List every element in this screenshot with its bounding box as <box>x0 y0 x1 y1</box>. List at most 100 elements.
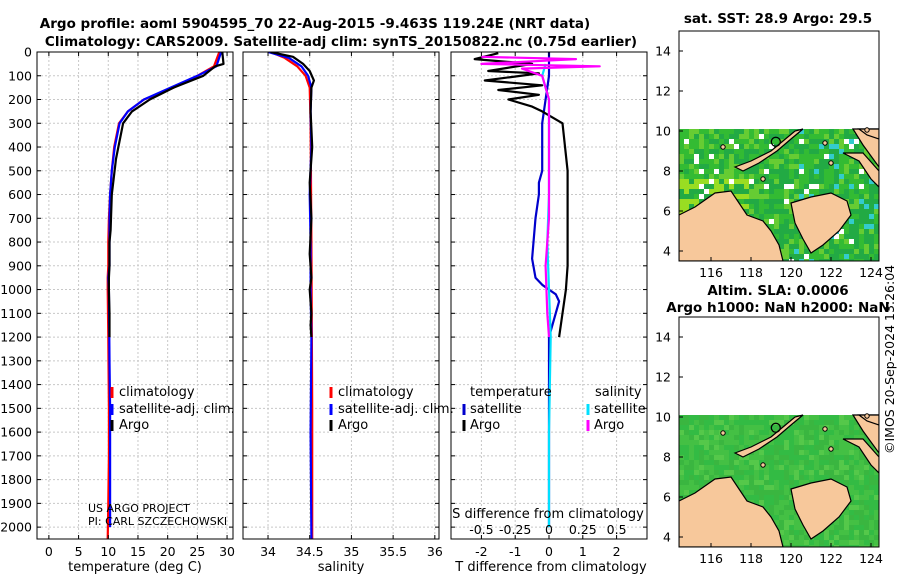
data-cell <box>859 194 865 200</box>
data-cell <box>794 545 800 547</box>
data-cell <box>799 154 805 160</box>
data-cell <box>874 239 879 245</box>
data-cell <box>684 440 690 446</box>
data-cell <box>864 435 870 441</box>
y-tick-label: 1900 <box>0 496 32 511</box>
data-cell <box>729 445 735 451</box>
argo-position-marker <box>770 136 781 147</box>
figure-subtitle: Climatology: CARS2009. Satellite-adj cli… <box>45 34 637 50</box>
data-cell <box>799 430 805 436</box>
data-cell <box>834 174 840 180</box>
data-cell <box>684 435 690 441</box>
data-cell <box>739 144 745 150</box>
data-cell <box>794 450 800 456</box>
x-tick-label: 35 <box>343 544 359 559</box>
data-cell <box>724 470 730 476</box>
data-cell <box>839 184 845 190</box>
data-cell <box>709 445 715 451</box>
data-cell <box>714 445 720 451</box>
data-cell <box>709 455 715 461</box>
data-cell <box>839 460 845 466</box>
data-cell <box>779 440 785 446</box>
data-cell <box>784 174 790 180</box>
data-cell <box>794 460 800 466</box>
data-cell <box>789 149 795 155</box>
data-cell <box>854 134 860 140</box>
legend-s-satellite-label: satellite <box>594 402 646 417</box>
data-cell <box>804 475 810 481</box>
data-cell <box>679 199 685 205</box>
data-cell <box>694 455 700 461</box>
data-cell <box>789 470 795 476</box>
data-cell <box>839 169 845 175</box>
data-cell <box>754 184 760 190</box>
data-cell <box>769 194 775 200</box>
data-cell <box>679 470 685 476</box>
data-cell <box>814 164 820 170</box>
data-cell <box>859 184 865 190</box>
data-cell <box>844 154 850 160</box>
data-cell <box>814 470 820 476</box>
data-cell <box>769 500 775 506</box>
data-cell <box>824 174 830 180</box>
project-annotation: US ARGO PROJECT <box>88 502 190 515</box>
data-cell <box>694 480 700 486</box>
y-tick-label: 2000 <box>0 520 32 535</box>
data-cell <box>789 430 795 436</box>
data-cell <box>779 480 785 486</box>
data-cell <box>694 420 700 426</box>
data-cell <box>834 234 840 240</box>
data-cell <box>824 244 830 250</box>
data-cell <box>864 530 870 536</box>
data-cell <box>714 174 720 180</box>
data-cell <box>854 234 860 240</box>
data-cell <box>709 134 715 140</box>
data-cell <box>679 174 685 180</box>
data-cell <box>689 179 695 185</box>
land-polygon <box>679 476 784 547</box>
data-cell <box>829 259 835 261</box>
sst-map-content <box>679 31 879 261</box>
data-cell <box>684 460 690 466</box>
data-cell <box>709 450 715 456</box>
data-cell <box>754 134 760 140</box>
data-cell <box>854 495 860 501</box>
data-cell <box>689 199 695 205</box>
data-cell <box>819 460 825 466</box>
data-cell <box>829 435 835 441</box>
island <box>720 144 726 150</box>
data-cell <box>719 184 725 190</box>
data-cell <box>834 139 840 145</box>
data-cell <box>804 425 810 431</box>
data-cell <box>849 515 855 521</box>
data-cell <box>709 164 715 170</box>
data-cell <box>744 154 750 160</box>
data-cell <box>784 154 790 160</box>
data-cell <box>729 465 735 471</box>
data-cell <box>774 129 780 135</box>
data-cell <box>729 129 735 135</box>
data-cell <box>724 455 730 461</box>
data-cell <box>844 189 850 195</box>
data-cell <box>699 460 705 466</box>
data-cell <box>784 129 790 135</box>
data-cell <box>854 490 860 496</box>
data-cell <box>849 144 855 150</box>
data-cell <box>699 425 705 431</box>
y-tick-label: 0 <box>24 45 32 60</box>
difference-lines <box>473 52 601 528</box>
data-cell <box>704 154 710 160</box>
data-cell <box>854 169 860 175</box>
data-cell <box>774 229 780 235</box>
data-cell <box>794 134 800 140</box>
data-cell <box>804 465 810 471</box>
y-tick-label: 100 <box>8 68 32 83</box>
data-cell <box>804 144 810 150</box>
data-cell <box>844 465 850 471</box>
data-cell <box>744 199 750 205</box>
data-cell <box>874 244 879 250</box>
data-cell <box>729 179 735 185</box>
data-cell <box>829 129 835 135</box>
